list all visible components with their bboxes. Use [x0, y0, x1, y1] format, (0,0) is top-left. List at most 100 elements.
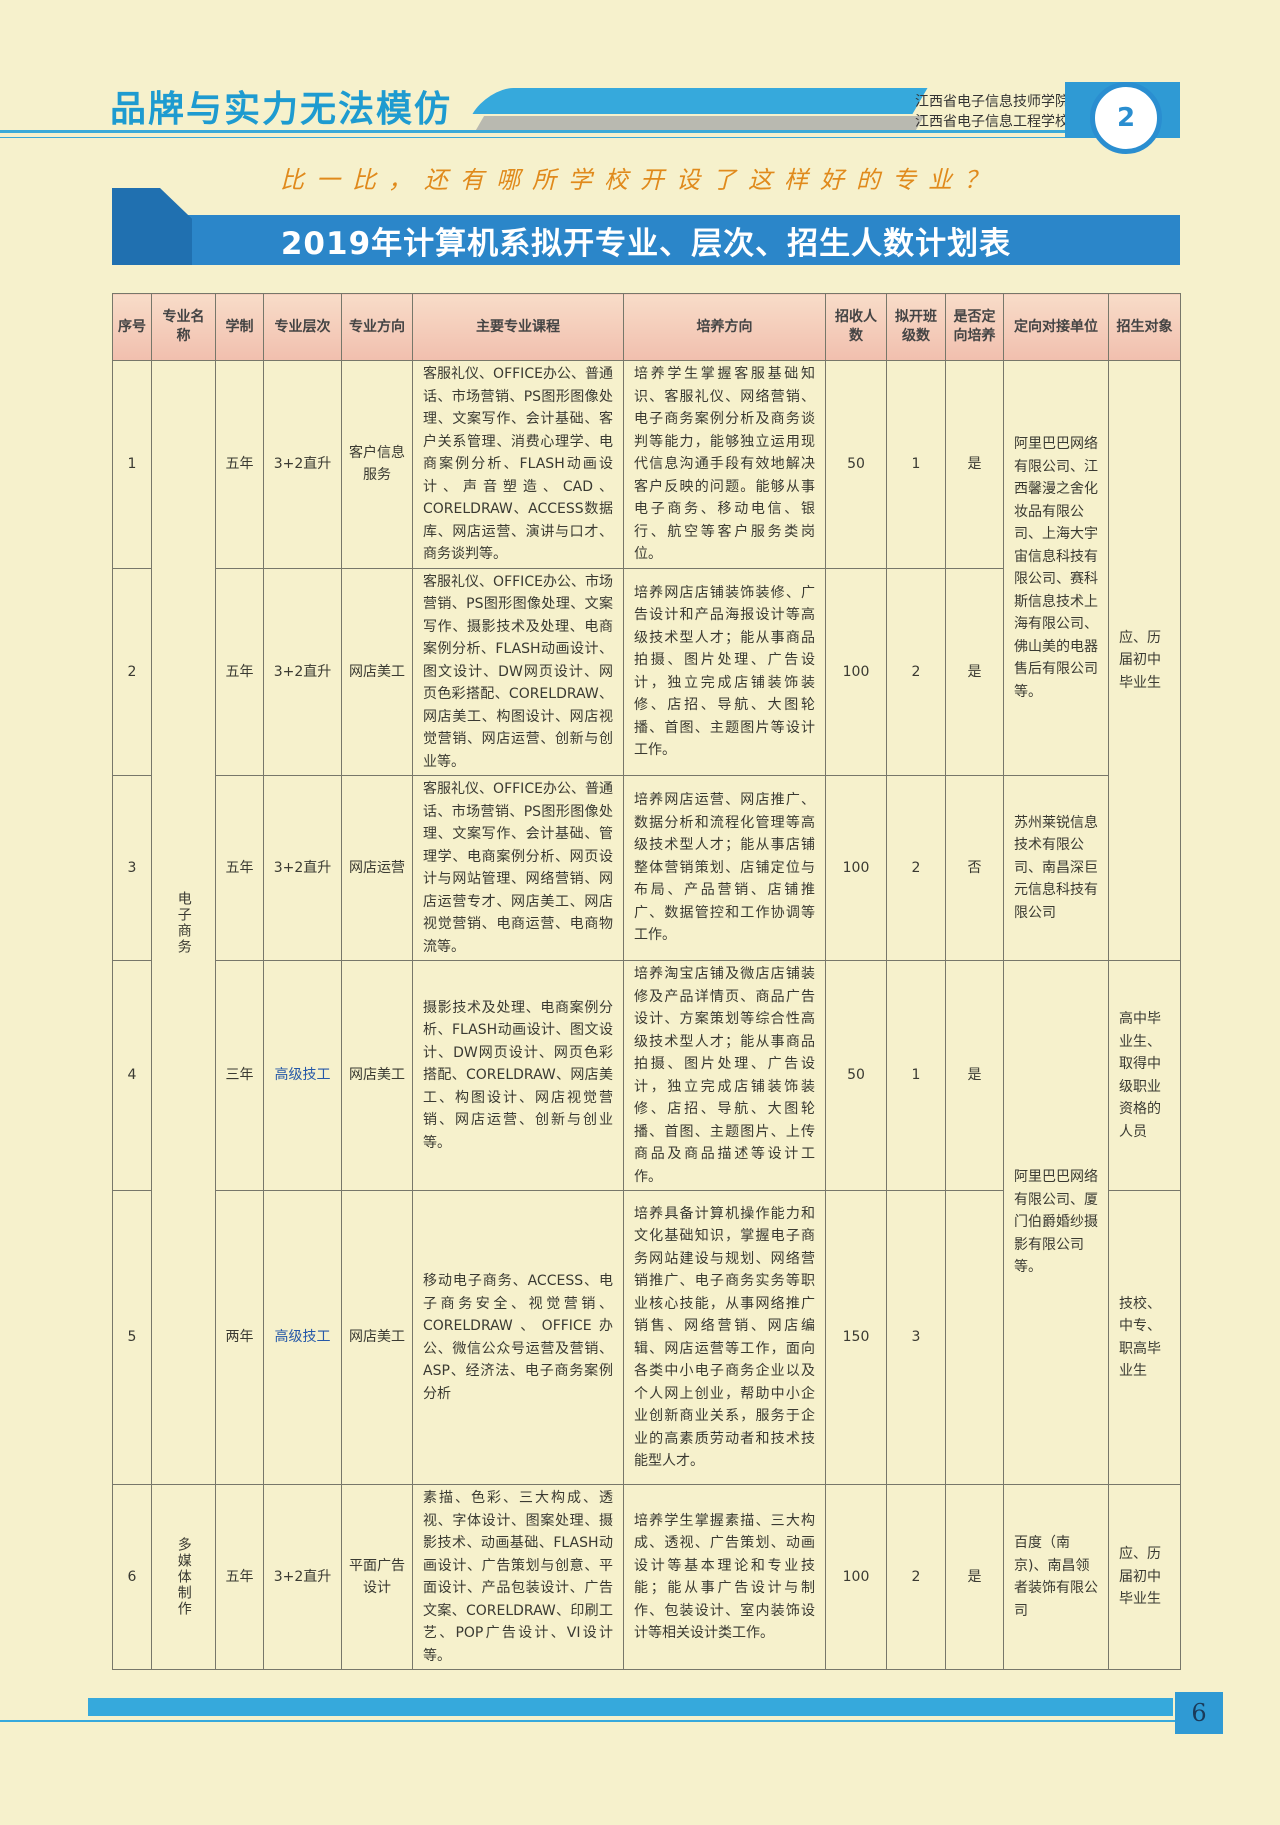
column-header: 招收人数 [825, 293, 887, 361]
column-header: 专业层次 [263, 293, 342, 361]
school-line: 江西省电子信息技师学院 [915, 94, 1069, 110]
page-number: 6 [1175, 1692, 1223, 1734]
table-row: 1 电子商务 五年 3+2直升 客户信息服务 客服礼仪、OFFICE办公、普通话、市场营销… [112, 360, 1181, 1485]
enrollment-target: 应、历届初中毕业生 [1108, 360, 1181, 961]
level: 3+2直升 [263, 1484, 342, 1670]
column-header: 招生对象 [1108, 293, 1181, 361]
enrollment-count: 100 [825, 567, 887, 776]
column-header: 是否定向培养 [945, 293, 1004, 361]
school-logo: 2 [1090, 82, 1162, 154]
logo-mark: 2 [1116, 103, 1136, 133]
class-count: 2 [886, 1484, 946, 1670]
level: 高级技工 [263, 1190, 342, 1485]
decor-swoosh [472, 88, 928, 114]
table-header-row: 序号 专业名称 学制 专业层次 专业方向 主要专业课程 培养方向 招收人数 拟开班级数 是否定向培… [112, 293, 1181, 361]
partner-units: 阿里巴巴网络有限公司、厦门伯爵婚纱摄影有限公司等。 [1003, 960, 1109, 1485]
title-decor [112, 188, 192, 265]
direction: 网店美工 [341, 567, 413, 776]
divider [0, 137, 1180, 138]
column-header: 拟开班级数 [886, 293, 946, 361]
class-count: 1 [886, 960, 946, 1191]
training-goal: 培养网店运营、网店推广、数据分析和流程化管理等高级技术型人才；能从事店铺整体营销… [623, 775, 826, 961]
duration: 五年 [215, 360, 264, 569]
training-goal: 培养学生掌握素描、三大构成、透视、广告策划、动画设计等基本理论和专业技能；能从事… [623, 1484, 826, 1670]
enrollment-count: 50 [825, 960, 887, 1191]
oriented-flag: 是 [945, 960, 1004, 1191]
duration: 五年 [215, 1484, 264, 1670]
column-header: 定向对接单位 [1003, 293, 1109, 361]
level: 3+2直升 [263, 360, 342, 569]
courses: 客服礼仪、OFFICE办公、普通话、市场营销、PS图形图像处理、文案写作、会计基… [412, 360, 624, 569]
partner-units: 苏州莱锐信息技术有限公司、南昌深巨元信息科技有限公司 [1003, 775, 1109, 961]
brand-slogan: 品牌与实力无法模仿 [110, 89, 453, 130]
row-number: 3 [112, 775, 152, 961]
direction: 网店美工 [341, 1190, 413, 1485]
training-goal: 培养淘宝店铺及微店店铺装修及产品详情页、商品广告设计、方案策划等综合性高级技术型… [623, 960, 826, 1191]
class-count: 2 [886, 775, 946, 961]
row-number: 1 [112, 360, 152, 569]
divider [0, 130, 1180, 133]
major-name: 电子商务 [151, 360, 216, 1485]
training-goal: 培养学生掌握客服基础知识、客服礼仪、网络营销、电子商务案例分析及商务谈判等能力，… [623, 360, 826, 569]
page-title: 2019年计算机系拟开专业、层次、招生人数计划表 [112, 215, 1180, 265]
table-row: 6 多媒体制作 五年 3+2直升 平面广告设计 素描、色彩、三大构成、透视、字体设计、图案… [112, 1484, 1181, 1670]
level: 3+2直升 [263, 775, 342, 961]
school-name: 江西省电子信息技师学院 江西省电子信息工程学校 [915, 92, 1069, 132]
oriented-flag: 否 [945, 775, 1004, 961]
level: 3+2直升 [263, 567, 342, 776]
enrollment-count: 150 [825, 1190, 887, 1485]
enrollment-target: 应、历届初中毕业生 [1108, 1484, 1181, 1670]
oriented-flag: 是 [945, 567, 1004, 776]
courses: 素描、色彩、三大构成、透视、字体设计、图案处理、摄影技术、动画基础、FLASH动… [412, 1484, 624, 1670]
courses: 客服礼仪、OFFICE办公、市场营销、PS图形图像处理、文案写作、摄影技术及处理… [412, 567, 624, 776]
enrollment-target: 技校、中专、职高毕业生 [1108, 1190, 1181, 1485]
duration: 两年 [215, 1190, 264, 1485]
school-line: 江西省电子信息工程学校 [915, 114, 1069, 130]
column-header: 专业名称 [151, 293, 216, 361]
enrollment-count: 100 [825, 1484, 887, 1670]
direction: 平面广告设计 [341, 1484, 413, 1670]
class-count: 3 [886, 1190, 946, 1485]
row-number: 5 [112, 1190, 152, 1485]
oriented-flag: 是 [945, 1484, 1004, 1670]
courses: 移动电子商务、ACCESS、电子商务安全、视觉营销、CORELDRAW、OFFI… [412, 1190, 624, 1485]
column-header: 培养方向 [623, 293, 826, 361]
table-row: 5 两年 高级技工 网店美工 移动电子商务、ACCESS、电子商务安全、视觉营销、COR… [112, 1190, 1181, 1485]
oriented-flag: 是 [945, 360, 1004, 569]
duration: 五年 [215, 775, 264, 961]
direction: 网店运营 [341, 775, 413, 961]
row-number: 2 [112, 567, 152, 776]
decor-swoosh [475, 116, 925, 130]
level: 高级技工 [263, 960, 342, 1191]
training-goal: 培养网店店铺装饰装修、广告设计和产品海报设计等高级技术型人才；能从事商品拍摄、图… [623, 567, 826, 776]
slogan: 比一比，还有哪所学校开设了这样好的专业？ [280, 166, 1000, 194]
footer-bar [88, 1698, 1173, 1716]
duration: 五年 [215, 567, 264, 776]
class-count: 2 [886, 567, 946, 776]
partner-units: 百度（南京)、南昌领者装饰有限公司 [1003, 1484, 1109, 1670]
oriented-flag [945, 1190, 1004, 1485]
column-header: 专业方向 [341, 293, 413, 361]
major-name: 多媒体制作 [151, 1484, 216, 1670]
enrollment-plan-table: 序号 专业名称 学制 专业层次 专业方向 主要专业课程 培养方向 招收人数 拟开班级数 是否定向培… [112, 293, 1181, 1670]
courses: 客服礼仪、OFFICE办公、普通话、市场营销、PS图形图像处理、文案写作、会计基… [412, 775, 624, 961]
enrollment-count: 50 [825, 360, 887, 569]
partner-units: 阿里巴巴网络有限公司、江西馨漫之舍化妆品有限公司、上海大宇宙信息科技有限公司、赛… [1003, 360, 1109, 776]
training-goal: 培养具备计算机操作能力和文化基础知识，掌握电子商务网站建设与规划、网络营销推广、… [623, 1190, 826, 1485]
table-row: 4 三年 高级技工 网店美工 摄影技术及处理、电商案例分析、FLASH动画设计、图文设计… [112, 960, 1181, 1485]
row-number: 4 [112, 960, 152, 1191]
direction: 网店美工 [341, 960, 413, 1191]
direction: 客户信息服务 [341, 360, 413, 569]
column-header: 序号 [112, 293, 152, 361]
table-row: 3 五年 3+2直升 网店运营 客服礼仪、OFFICE办公、普通话、市场营销、PS图形图… [112, 775, 1181, 961]
courses: 摄影技术及处理、电商案例分析、FLASH动画设计、图文设计、DW网页设计、网页色… [412, 960, 624, 1191]
enrollment-count: 100 [825, 775, 887, 961]
column-header: 主要专业课程 [412, 293, 624, 361]
column-header: 学制 [215, 293, 264, 361]
table-row: 2 五年 3+2直升 网店美工 客服礼仪、OFFICE办公、市场营销、PS图形图像处理、… [112, 567, 1181, 776]
footer-line [0, 1720, 1180, 1722]
row-number: 6 [112, 1484, 152, 1670]
class-count: 1 [886, 360, 946, 569]
duration: 三年 [215, 960, 264, 1191]
enrollment-target: 高中毕业生、取得中级职业资格的人员 [1108, 960, 1181, 1191]
